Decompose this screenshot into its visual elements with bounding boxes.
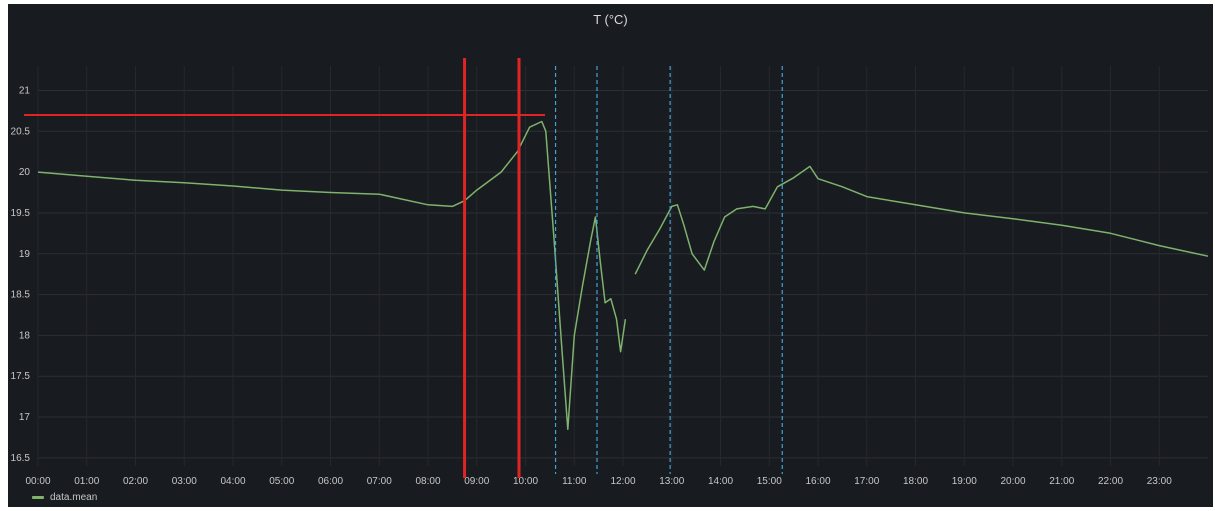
x-tick-label: 01:00 (74, 476, 99, 487)
annotations (24, 58, 783, 478)
x-tick-label: 02:00 (123, 476, 148, 487)
x-tick-label: 08:00 (415, 476, 440, 487)
x-tick-label: 04:00 (220, 476, 245, 487)
x-tick-label: 16:00 (805, 476, 830, 487)
chart-panel: T (°C) 16.5 17 17.5 18 18.5 19 19.5 20 20.5 21 00… (8, 4, 1213, 507)
x-tick-label: 09:00 (464, 476, 489, 487)
y-tick-label: 18 (19, 330, 31, 341)
y-tick-label: 19.5 (11, 208, 31, 219)
x-tick-label: 07:00 (367, 476, 392, 487)
y-axis: 16.5 17 17.5 18 18.5 19 19.5 20 20.5 21 (11, 85, 31, 463)
x-tick-label: 20:00 (1000, 476, 1025, 487)
y-tick-label: 20 (19, 167, 31, 178)
x-tick-label: 03:00 (172, 476, 197, 487)
y-tick-label: 16.5 (11, 453, 31, 464)
x-tick-label: 13:00 (659, 476, 684, 487)
y-tick-label: 19 (19, 249, 31, 260)
y-tick-label: 17.5 (11, 371, 31, 382)
series-line-segment (634, 165, 1209, 275)
x-tick-label: 19:00 (952, 476, 977, 487)
x-tick-label: 12:00 (610, 476, 635, 487)
series-layer (37, 120, 1209, 431)
x-tick-label: 10:00 (513, 476, 538, 487)
legend-swatch (32, 496, 44, 499)
x-tick-label: 06:00 (318, 476, 343, 487)
y-tick-label: 20.5 (11, 126, 31, 137)
grid (37, 66, 1208, 466)
x-tick-label: 23:00 (1147, 476, 1172, 487)
x-tick-label: 18:00 (903, 476, 928, 487)
x-tick-label: 17:00 (854, 476, 879, 487)
x-tick-label: 14:00 (708, 476, 733, 487)
x-tick-label: 11:00 (562, 476, 587, 487)
line-chart: 16.5 17 17.5 18 18.5 19 19.5 20 20.5 21 00:00 01:0… (11, 58, 1209, 487)
x-tick-label: 05:00 (269, 476, 294, 487)
y-tick-label: 18.5 (11, 290, 31, 301)
x-tick-label: 00:00 (25, 476, 50, 487)
series-line-segment (37, 120, 627, 431)
chart-title: T (°C) (593, 12, 628, 27)
x-tick-label: 15:00 (757, 476, 782, 487)
legend-label: data.mean (50, 492, 98, 503)
legend[interactable]: data.mean (32, 492, 97, 503)
x-axis: 00:00 01:00 02:00 03:00 04:00 05:00 06:00 07:00… (25, 476, 1172, 487)
x-tick-label: 22:00 (1098, 476, 1123, 487)
y-tick-label: 17 (19, 412, 31, 423)
y-tick-label: 21 (19, 85, 31, 96)
x-tick-label: 21:00 (1049, 476, 1074, 487)
